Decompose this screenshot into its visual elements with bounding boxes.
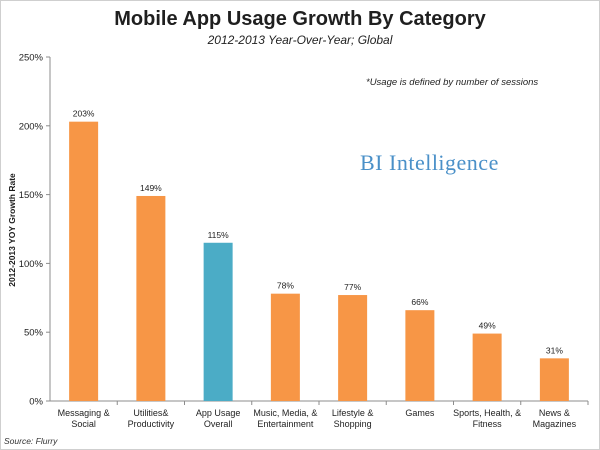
bar (136, 195, 166, 401)
bar (405, 310, 435, 401)
x-tick-label: Utilities& (133, 408, 168, 418)
x-tick-label: Music, Media, & (253, 408, 317, 418)
x-tick-label: Fitness (473, 419, 503, 429)
x-tick-label: Magazines (533, 419, 577, 429)
x-tick-label: Sports, Health, & (453, 408, 521, 418)
chart-title: Mobile App Usage Growth By Category (114, 8, 486, 30)
data-label: 203% (73, 109, 95, 119)
x-tick-label: Messaging & (58, 408, 110, 418)
data-label: 66% (411, 297, 428, 307)
y-tick-label: 100% (19, 259, 44, 270)
x-tick-label: Entertainment (257, 419, 314, 429)
bar (472, 333, 502, 401)
bar (270, 293, 300, 401)
chart-note: *Usage is defined by number of sessions (366, 77, 539, 88)
data-label: 49% (479, 321, 496, 331)
data-label: 115% (208, 230, 230, 240)
x-tick-label: Games (405, 408, 435, 418)
y-tick-label: 0% (29, 397, 43, 408)
data-label: 149% (140, 183, 162, 193)
brand-watermark: BI Intelligence (360, 150, 499, 175)
x-tick-label: Lifestyle & (332, 408, 374, 418)
source-note: Source: Flurry (4, 436, 58, 446)
chart-subtitle: 2012-2013 Year-Over-Year; Global (207, 33, 393, 47)
x-tick-label: Social (71, 419, 96, 429)
data-label: 31% (546, 345, 563, 355)
bar (203, 242, 233, 401)
x-tick-label: Productivity (128, 419, 175, 429)
x-tick-label: News & (539, 408, 570, 418)
y-tick-label: 200% (19, 121, 44, 132)
bar (69, 121, 99, 401)
bar (539, 358, 569, 401)
data-label: 78% (277, 281, 294, 291)
x-tick-label: Shopping (334, 419, 372, 429)
y-tick-label: 50% (24, 328, 44, 339)
y-tick-label: 150% (19, 190, 44, 201)
y-tick-label: 250% (19, 53, 44, 64)
data-label: 77% (344, 282, 361, 292)
x-tick-label: App Usage (196, 408, 241, 418)
bar (338, 295, 368, 401)
x-tick-label: Overall (204, 419, 233, 429)
